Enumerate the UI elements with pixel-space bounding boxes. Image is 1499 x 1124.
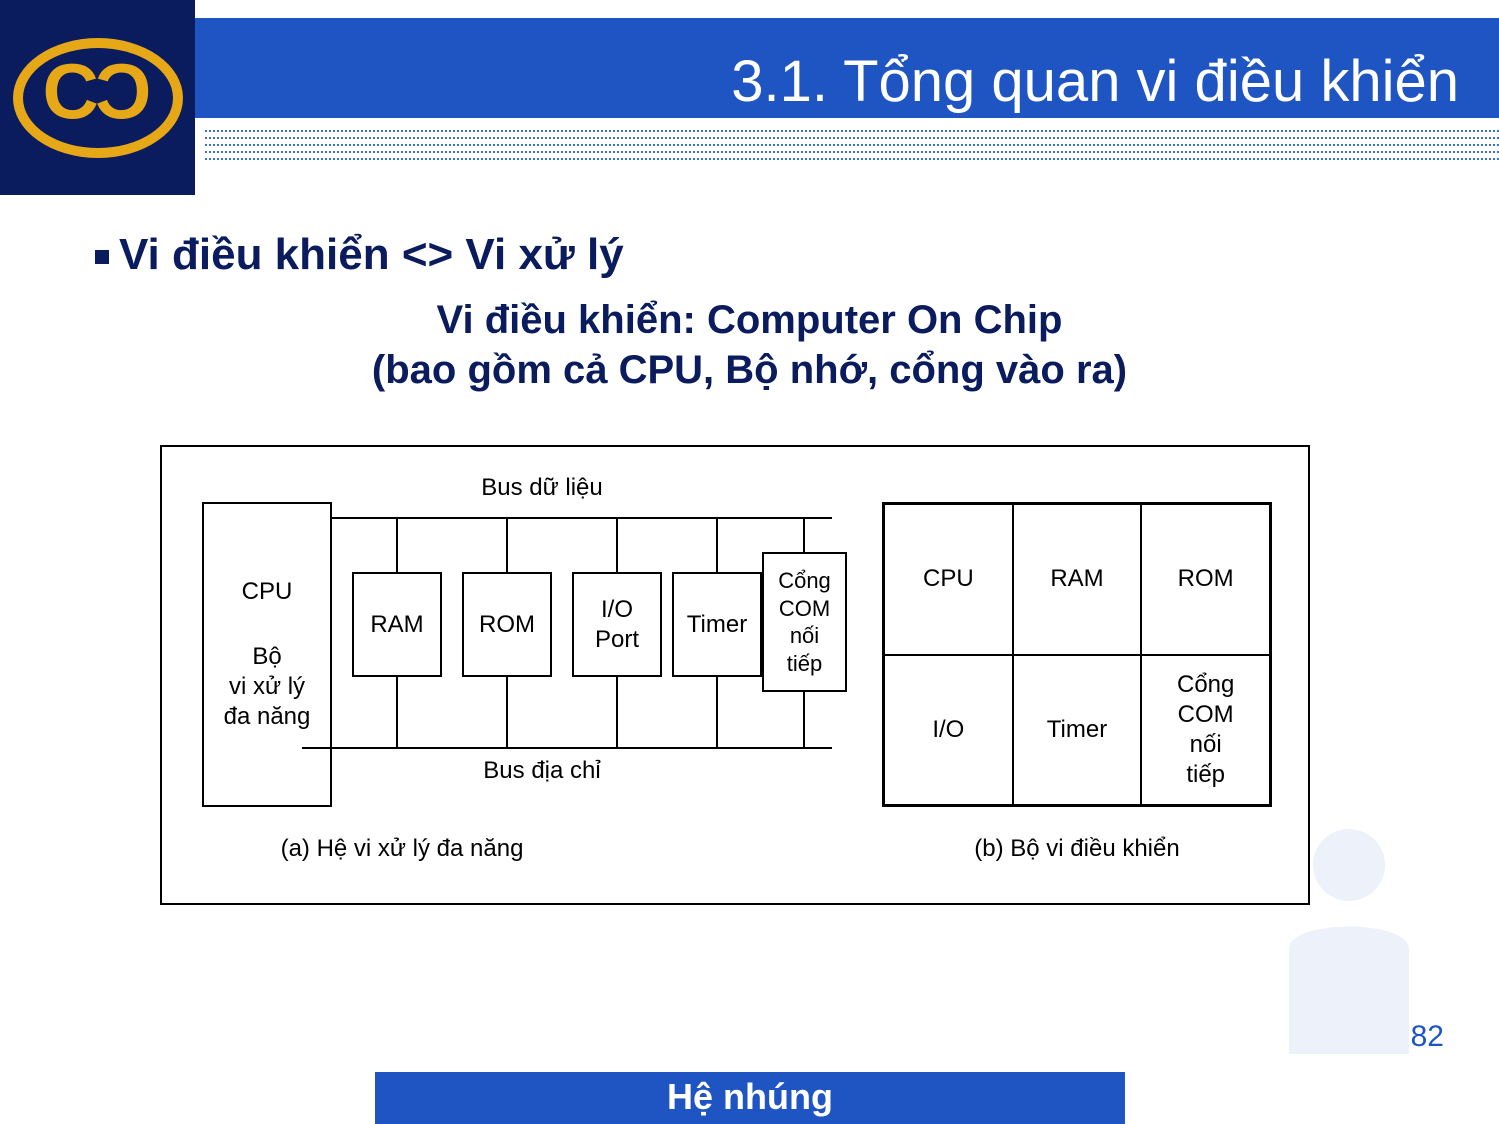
b-ram: RAM	[1013, 504, 1142, 655]
bus-addr-label: Bus địa chỉ	[442, 757, 642, 785]
b-io: I/O	[884, 655, 1013, 806]
diagram-frame: Bus dữ liệu CPU Bộ vi xử lý đa năng RAM …	[160, 445, 1310, 905]
b-rom: ROM	[1141, 504, 1270, 655]
header-bar: 3.1. Tổng quan vi điều khiển	[0, 18, 1499, 118]
conn	[616, 677, 618, 747]
cpu-line2: Bộ	[252, 642, 281, 672]
b-timer: Timer	[1013, 655, 1142, 806]
io-block: I/OPort	[572, 572, 662, 677]
conn	[396, 677, 398, 747]
header-dotted-separator	[205, 130, 1499, 164]
bullet-icon	[95, 250, 109, 264]
conn	[716, 677, 718, 747]
cpu-line1: CPU	[242, 577, 293, 607]
b-com: CổngCOMnốitiếp	[1141, 655, 1270, 806]
caption-b: (b) Bộ vi điều khiển	[922, 835, 1232, 863]
caption-a: (a) Hệ vi xử lý đa năng	[247, 835, 557, 863]
rom-block: ROM	[462, 572, 552, 677]
cpu-line4: đa năng	[224, 702, 311, 732]
watermark-figure	[1199, 784, 1499, 1084]
subtitle-1: Vi điều khiển: Computer On Chip	[0, 298, 1499, 343]
bullet-text: Vi điều khiển <> Vi xử lý	[119, 230, 624, 280]
slide-title: 3.1. Tổng quan vi điều khiển	[731, 48, 1459, 115]
com-block: CổngCOMnốitiếp	[762, 552, 847, 692]
conn	[506, 677, 508, 747]
bus-addr-line	[302, 747, 832, 749]
ram-block: RAM	[352, 572, 442, 677]
conn	[716, 517, 718, 572]
conn	[616, 517, 618, 572]
conn	[803, 692, 805, 747]
cpu-block: CPU Bộ vi xử lý đa năng	[202, 502, 332, 807]
footer-title: Hệ nhúng	[375, 1072, 1125, 1124]
cpu-line3: vi xử lý	[229, 672, 305, 702]
conn	[803, 517, 805, 552]
microcontroller-grid: CPU RAM ROM I/O Timer CổngCOMnốitiếp	[882, 502, 1272, 807]
timer-block: Timer	[672, 572, 762, 677]
b-cpu: CPU	[884, 504, 1013, 655]
conn	[396, 517, 398, 572]
logo: C C	[0, 0, 195, 195]
subtitle-2: (bao gồm cả CPU, Bộ nhớ, cổng vào ra)	[0, 348, 1499, 393]
bullet-main: Vi điều khiển <> Vi xử lý	[95, 230, 624, 280]
slide: 3.1. Tổng quan vi điều khiển C C Vi điều…	[0, 0, 1499, 1124]
page-number: 82	[1411, 1020, 1444, 1054]
conn	[506, 517, 508, 572]
bus-data-line	[302, 517, 832, 519]
bus-data-label: Bus dữ liệu	[442, 474, 642, 502]
